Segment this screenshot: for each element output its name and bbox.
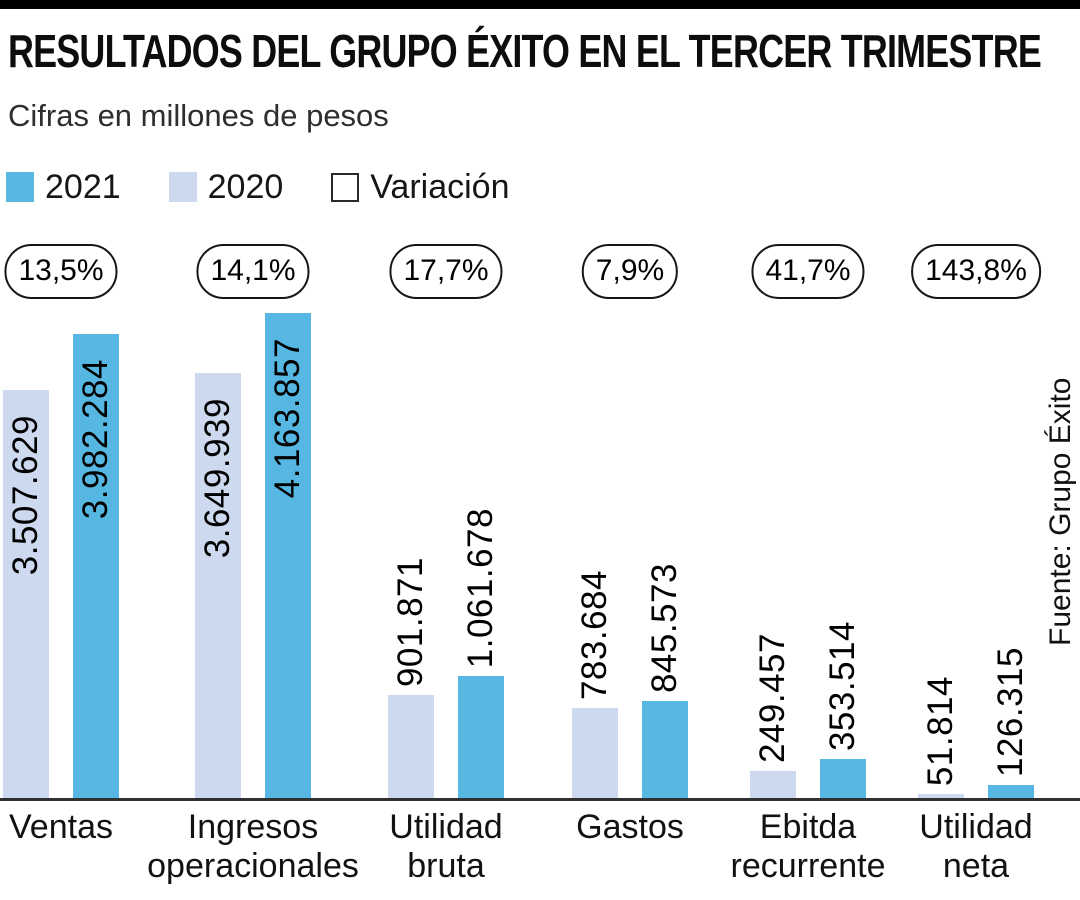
bar-group-gastos: 7,9% 783.684 845.573 Gastos <box>572 244 688 884</box>
bar-2020-utilidad-neta <box>918 794 964 800</box>
top-accent-bar <box>0 0 1080 9</box>
category-label-line: neta <box>942 847 1010 886</box>
bar-slot-2020: 3.649.939 <box>195 300 241 800</box>
bar-2021-ingresos-operacionales <box>265 313 311 800</box>
bar-slot-2021: 3.982.284 <box>73 300 119 800</box>
chart-subtitle: Cifras en millones de pesos <box>8 98 389 133</box>
bar-slot-2020: 901.871 <box>388 300 434 800</box>
bar-2020-ebitda-recurrente <box>750 771 796 800</box>
legend-label-variacion: Variación <box>370 168 510 206</box>
legend-item-2020: 2020 <box>168 168 284 206</box>
bar-value-label-2021-ebitda-recurrente: 353.514 <box>823 620 862 751</box>
category-label-line: Utilidad <box>389 808 503 846</box>
legend-item-2021: 2021 <box>6 170 121 204</box>
legend-label-2021: 2021 <box>45 168 121 206</box>
legend-swatch-2021 <box>6 172 34 202</box>
variation-badge-ingresos-operacionales: 14,1% <box>196 244 310 299</box>
category-label-line: Ingresos <box>187 808 319 846</box>
bar-2020-ventas <box>3 390 49 800</box>
legend-label-2020: 2020 <box>207 168 284 206</box>
bar-2021-ventas <box>73 334 119 800</box>
bar-2021-utilidad-neta <box>988 785 1034 800</box>
bar-pair-gastos: 783.684 845.573 <box>572 300 688 800</box>
bar-2021-ebitda-recurrente <box>820 759 866 800</box>
bar-value-label-2020-ingresos-operacionales: 3.649.939 <box>198 398 237 559</box>
bar-group-ebitda-recurrente: 41,7% 249.457 353.514 Ebitda recurrente <box>731 244 885 885</box>
bar-2020-utilidad-bruta <box>388 695 434 800</box>
variation-badge-ventas: 13,5% <box>4 244 118 299</box>
category-label-ventas: Ventas <box>9 808 113 847</box>
category-label-gastos: Gastos <box>576 808 684 847</box>
bar-pair-ingresos-operacionales: 3.649.939 4.163.857 <box>195 300 311 800</box>
bar-2021-gastos <box>642 701 688 800</box>
variation-badge-gastos: 7,9% <box>581 244 679 299</box>
category-label-line: operacionales <box>147 847 359 886</box>
bar-2020-ingresos-operacionales <box>195 373 241 800</box>
bar-value-label-2021-gastos: 845.573 <box>645 562 684 693</box>
category-label-ebitda-recurrente: Ebitda recurrente <box>731 808 886 886</box>
variation-badge-utilidad-neta: 143,8% <box>911 244 1041 299</box>
bar-slot-2021: 126.315 <box>988 300 1034 800</box>
bar-2020-gastos <box>572 708 618 800</box>
bar-value-label-2020-utilidad-neta: 51.814 <box>921 675 960 786</box>
bar-slot-2020: 249.457 <box>750 300 796 800</box>
bar-slot-2021: 1.061.678 <box>458 300 504 800</box>
bar-group-ventas: 13,5% 3.507.629 3.982.284 Ventas <box>3 244 119 884</box>
legend-swatch-2020 <box>168 172 197 202</box>
bar-value-label-2020-ventas: 3.507.629 <box>6 415 45 576</box>
bar-2021-utilidad-bruta <box>458 676 504 800</box>
category-label-utilidad-neta: Utilidad neta <box>919 808 1032 886</box>
bar-slot-2021: 4.163.857 <box>265 300 311 800</box>
bar-group-ingresos-operacionales: 14,1% 3.649.939 4.163.857 Ingresos operacion… <box>147 244 359 885</box>
bar-value-label-2020-ebitda-recurrente: 249.457 <box>753 632 792 763</box>
variation-badge-utilidad-bruta: 17,7% <box>389 244 503 299</box>
variation-badge-ebitda-recurrente: 41,7% <box>751 244 865 299</box>
category-label-line: Ventas <box>9 808 113 846</box>
category-label-line: Ebitda <box>759 808 857 846</box>
bar-pair-utilidad-neta: 51.814 126.315 <box>918 300 1034 800</box>
chart-title: RESULTADOS DEL GRUPO ÉXITO EN EL TERCER … <box>8 25 1042 77</box>
bar-slot-2020: 3.507.629 <box>3 300 49 800</box>
category-label-line: Gastos <box>576 808 684 846</box>
category-label-line: recurrente <box>730 847 886 886</box>
bar-group-utilidad-bruta: 17,7% 901.871 1.061.678 Utilidad bruta <box>388 244 504 886</box>
category-label-line: Utilidad <box>919 808 1033 846</box>
bar-slot-2021: 353.514 <box>820 300 866 800</box>
legend-swatch-variacion <box>331 172 360 202</box>
bar-value-label-2020-utilidad-bruta: 901.871 <box>391 556 430 687</box>
bar-pair-ebitda-recurrente: 249.457 353.514 <box>750 300 866 800</box>
bar-pair-utilidad-bruta: 901.871 1.061.678 <box>388 300 504 800</box>
bar-slot-2020: 51.814 <box>918 300 964 800</box>
category-label-line: bruta <box>407 847 485 886</box>
legend-item-variacion: Variación <box>331 168 510 206</box>
bar-slot-2020: 783.684 <box>572 300 618 800</box>
bar-value-label-2021-ingresos-operacionales: 4.163.857 <box>268 338 307 499</box>
legend: 2021 2020 Variación <box>6 170 510 204</box>
bar-value-label-2020-gastos: 783.684 <box>575 569 614 700</box>
bar-value-label-2021-ventas: 3.982.284 <box>76 359 115 520</box>
category-label-utilidad-bruta: Utilidad bruta <box>389 808 502 886</box>
bar-group-utilidad-neta: 143,8% 51.814 126.315 Utilidad neta <box>911 244 1041 886</box>
bar-value-label-2021-utilidad-neta: 126.315 <box>991 646 1030 777</box>
source-credit: Fuente: Grupo Éxito <box>1044 377 1077 646</box>
bar-slot-2021: 845.573 <box>642 300 688 800</box>
bar-value-label-2021-utilidad-bruta: 1.061.678 <box>461 507 500 668</box>
x-axis-line <box>0 798 1080 801</box>
bar-pair-ventas: 3.507.629 3.982.284 <box>3 300 119 800</box>
category-label-ingresos-operacionales: Ingresos operacionales <box>147 808 359 886</box>
